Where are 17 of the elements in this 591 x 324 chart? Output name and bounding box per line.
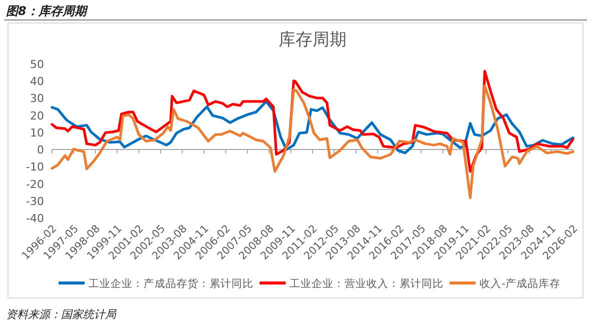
legend-label: 工业企业：产成品存货：累计同比 — [88, 277, 254, 290]
y-tick-label: -30 — [26, 194, 44, 208]
chart-title: 库存周期 — [278, 30, 346, 50]
y-tick-label: 0 — [37, 144, 44, 157]
y-tick-label: 10 — [30, 126, 44, 140]
y-tick-label: 20 — [30, 109, 44, 122]
y-tick-label: 30 — [30, 92, 44, 106]
y-tick-label: -20 — [26, 178, 44, 191]
y-tick-label: 50 — [30, 58, 44, 71]
text: 资料来源：国家统计局 — [6, 308, 117, 321]
y-tick-label: -40 — [26, 212, 44, 225]
y-tick-label: -10 — [26, 160, 44, 174]
y-tick-label: 40 — [30, 75, 44, 88]
line-series — [50, 84, 574, 200]
legend-label: 工业企业：营业收入：累计同比 — [290, 277, 444, 290]
caption: 图8：库存周期 — [6, 4, 88, 18]
legend-label: 收入-产成品库存 — [480, 277, 560, 290]
